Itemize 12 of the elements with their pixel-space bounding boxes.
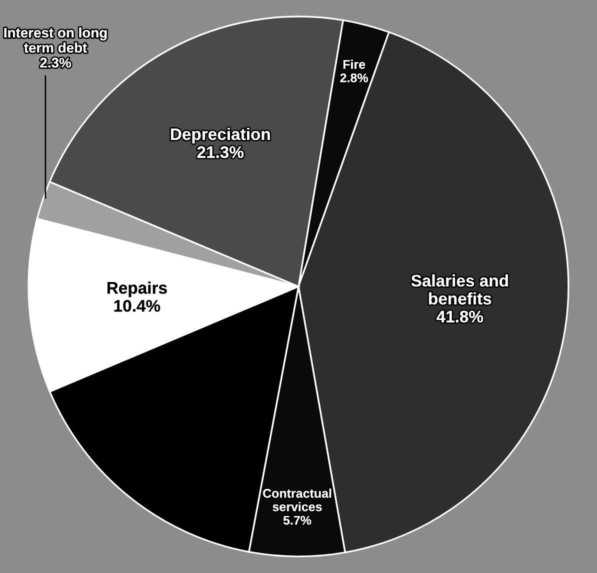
slice-label: Fire	[343, 60, 366, 69]
data-label: 2.8%	[340, 73, 368, 82]
slice-label: Repairs	[107, 282, 167, 298]
slice-label: Contractual services	[263, 488, 332, 512]
data-label: 5.7%	[283, 516, 312, 525]
slice-label: Interest on long term debt	[4, 27, 107, 53]
data-label: 2.3%	[40, 58, 71, 68]
slice-label: Depreciation	[171, 128, 270, 144]
data-label: 21.3%	[197, 146, 244, 158]
slice-label: Salaries and benefits	[411, 274, 508, 305]
data-label: 41.8%	[436, 310, 484, 323]
data-label: 10.4%	[114, 300, 160, 312]
